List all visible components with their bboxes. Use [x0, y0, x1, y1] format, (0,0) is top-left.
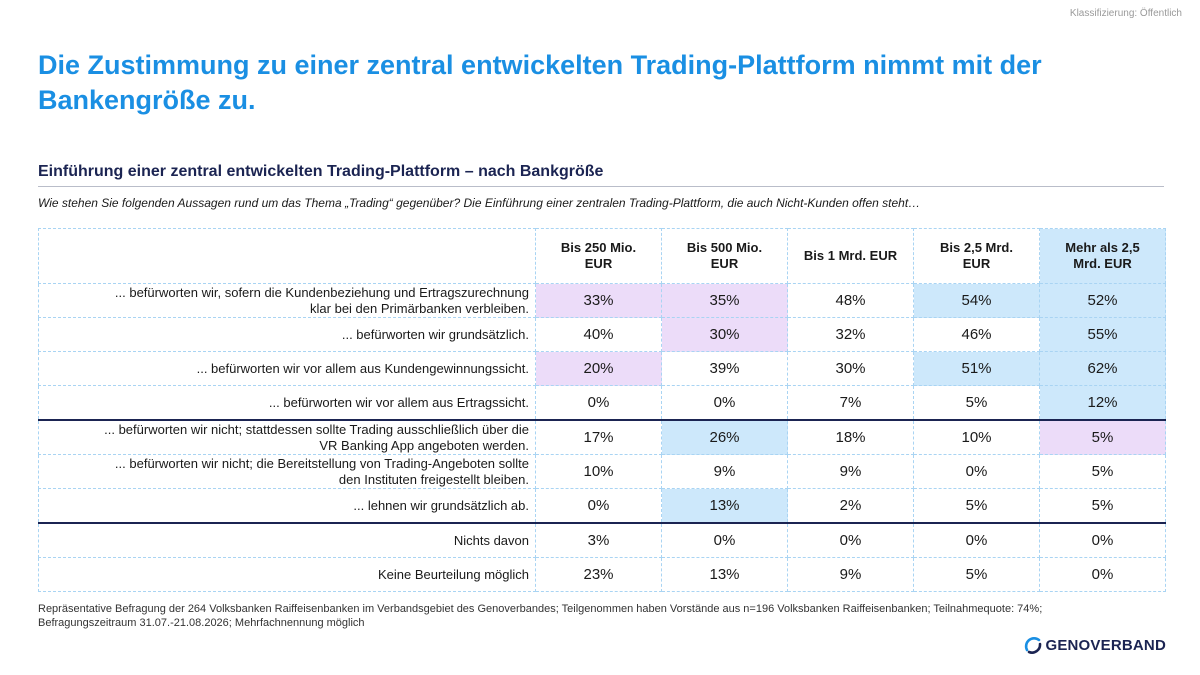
table-cell: 0% — [913, 454, 1040, 489]
column-header-bis-1-mrd: Bis 1 Mrd. EUR — [787, 228, 914, 284]
row-label: ... befürworten wir, sofern die Kundenbe… — [38, 283, 536, 318]
table-cell: 40% — [535, 317, 662, 352]
table-cell: 5% — [913, 385, 1040, 421]
genoverband-arc-icon — [1025, 637, 1042, 654]
table-cell: 12% — [1039, 385, 1166, 421]
header-row: Bis 250 Mio. EUR Bis 500 Mio. EUR Bis 1 Mr… — [38, 228, 1166, 284]
table-cell: 13% — [661, 488, 788, 524]
table-cell: 0% — [535, 385, 662, 421]
row-label: ... befürworten wir vor allem aus Kunden… — [38, 351, 536, 386]
table-cell: 20% — [535, 351, 662, 386]
table-cell: 13% — [661, 557, 788, 592]
table-cell: 9% — [787, 557, 914, 592]
survey-question: Wie stehen Sie folgenden Aussagen rund u… — [38, 196, 921, 210]
table-cell: 55% — [1039, 317, 1166, 352]
table-cell: 0% — [1039, 522, 1166, 558]
genoverband-logo: GENOVERBAND — [1023, 635, 1166, 655]
table-cell: 0% — [535, 488, 662, 524]
table-cell: 17% — [535, 419, 662, 455]
table-cell: 7% — [787, 385, 914, 421]
table-cell: 35% — [661, 283, 788, 318]
row-label: ... lehnen wir grundsätzlich ab. — [38, 488, 536, 524]
column-header-mehr-als-2-5-mrd: Mehr als 2,5 Mrd. EUR — [1039, 228, 1166, 284]
row-label: ... befürworten wir nicht; die Bereitste… — [38, 454, 536, 489]
table-cell: 62% — [1039, 351, 1166, 386]
table-cell: 5% — [913, 557, 1040, 592]
row-label: Keine Beurteilung möglich — [38, 557, 536, 592]
column-header-bis-500-mio: Bis 500 Mio. EUR — [661, 228, 788, 284]
table-cell: 10% — [913, 419, 1040, 455]
table-cell: 5% — [1039, 454, 1166, 489]
results-table: Bis 250 Mio. EUR Bis 500 Mio. EUR Bis 1 Mr… — [38, 228, 1166, 592]
table-cell: 0% — [787, 522, 914, 558]
table-row: ... befürworten wir vor allem aus Kunden… — [38, 351, 1166, 386]
table-cell: 0% — [661, 385, 788, 421]
table-row: ... lehnen wir grundsätzlich ab. 0% 13% … — [38, 488, 1166, 524]
row-label: ... befürworten wir grundsätzlich. — [38, 317, 536, 352]
table-cell: 3% — [535, 522, 662, 558]
table-row: ... befürworten wir nicht; stattdessen s… — [38, 419, 1166, 455]
column-header-bis-250-mio: Bis 250 Mio. EUR — [535, 228, 662, 284]
column-header-bis-2-5-mrd: Bis 2,5 Mrd. EUR — [913, 228, 1040, 284]
table-cell: 18% — [787, 419, 914, 455]
table-cell: 0% — [913, 522, 1040, 558]
table-row: Keine Beurteilung möglich 23% 13% 9% 5% … — [38, 557, 1166, 592]
table-cell: 54% — [913, 283, 1040, 318]
subtitle-divider — [38, 186, 1164, 187]
table-cell: 0% — [1039, 557, 1166, 592]
header-empty-cell — [38, 228, 536, 284]
table-subtitle: Einführung einer zentral entwickelten Tr… — [38, 163, 604, 180]
table-cell: 2% — [787, 488, 914, 524]
table-row: ... befürworten wir, sofern die Kundenbe… — [38, 283, 1166, 318]
table-cell: 30% — [661, 317, 788, 352]
table-cell: 33% — [535, 283, 662, 318]
table-cell: 30% — [787, 351, 914, 386]
footnote-line: Repräsentative Befragung der 264 Volksba… — [38, 603, 1043, 615]
row-label: Nichts davon — [38, 522, 536, 558]
table-cell: 9% — [787, 454, 914, 489]
table-cell: 5% — [913, 488, 1040, 524]
table-cell: 39% — [661, 351, 788, 386]
table-cell: 0% — [661, 522, 788, 558]
table-cell: 48% — [787, 283, 914, 318]
row-label: ... befürworten wir vor allem aus Ertrag… — [38, 385, 536, 421]
table-cell: 51% — [913, 351, 1040, 386]
table-cell: 26% — [661, 419, 788, 455]
page-title: Die Zustimmung zu einer zentral entwicke… — [38, 50, 1042, 115]
table-cell: 32% — [787, 317, 914, 352]
table-row: ... befürworten wir grundsätzlich. 40% 3… — [38, 317, 1166, 352]
table-cell: 5% — [1039, 488, 1166, 524]
table-row: ... befürworten wir vor allem aus Ertrag… — [38, 385, 1166, 421]
row-label: ... befürworten wir nicht; stattdessen s… — [38, 419, 536, 455]
table-cell: 9% — [661, 454, 788, 489]
footnote: Repräsentative Befragung der 264 Volksba… — [38, 602, 1178, 630]
footnote-line: Befragungszeitraum 31.07.-21.08.2026; Me… — [38, 617, 365, 629]
table-cell: 52% — [1039, 283, 1166, 318]
table-cell: 10% — [535, 454, 662, 489]
table-row: Nichts davon 3% 0% 0% 0% 0% — [38, 522, 1166, 558]
classification-label: Klassifizierung: Öffentlich — [1069, 8, 1182, 19]
logo-text: GENOVERBAND — [1045, 636, 1166, 654]
table-cell: 46% — [913, 317, 1040, 352]
table-cell: 23% — [535, 557, 662, 592]
table-row: ... befürworten wir nicht; die Bereitste… — [38, 454, 1166, 489]
table-cell: 5% — [1039, 419, 1166, 455]
